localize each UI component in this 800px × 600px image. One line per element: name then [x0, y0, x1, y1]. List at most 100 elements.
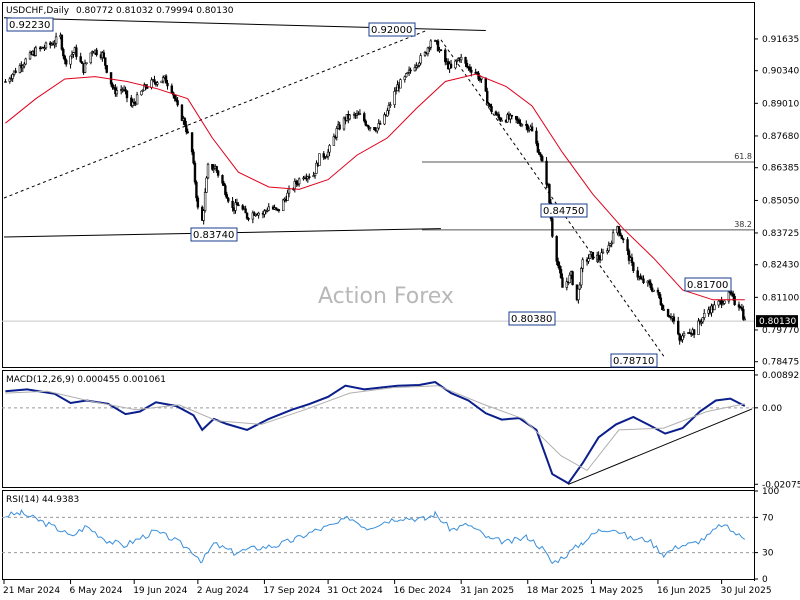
- price-annotation-label: 0.78710: [613, 356, 654, 367]
- candle-body: [308, 176, 311, 178]
- candle-body: [54, 36, 58, 44]
- candle: [499, 116, 502, 123]
- candle: [95, 47, 98, 57]
- candle: [140, 90, 143, 96]
- candle: [571, 270, 574, 286]
- candle: [89, 52, 93, 65]
- candle-body: [610, 242, 613, 245]
- candle-body: [703, 313, 706, 318]
- candle: [131, 98, 134, 108]
- candle: [639, 273, 642, 280]
- candle-body: [8, 78, 11, 82]
- candle: [245, 212, 249, 220]
- candle: [176, 96, 179, 107]
- candle-body: [538, 151, 541, 155]
- candle: [295, 179, 298, 188]
- x-tick-label: 18 Mar 2025: [527, 586, 584, 596]
- candle-body: [161, 77, 165, 82]
- candle-body: [72, 52, 75, 55]
- candle: [286, 189, 289, 201]
- candle: [577, 288, 580, 304]
- price-panel-frame: [2, 2, 755, 368]
- candle: [160, 80, 163, 84]
- candle: [8, 76, 11, 84]
- candle: [555, 235, 558, 266]
- candle: [195, 180, 198, 202]
- candle: [193, 160, 197, 185]
- candle: [399, 78, 402, 89]
- axes: 0.91635 0.90340 0.89010 0.87680 0.86385 0.850…: [3, 35, 800, 596]
- candle: [196, 195, 200, 210]
- candle: [325, 154, 328, 158]
- candle-body: [115, 90, 119, 95]
- candle-body: [23, 63, 26, 67]
- candle: [713, 300, 716, 311]
- candle: [541, 154, 544, 162]
- candle-body: [606, 250, 609, 253]
- candle-body: [688, 332, 691, 334]
- candle: [386, 107, 389, 117]
- candle-body: [312, 175, 315, 178]
- candle: [545, 157, 548, 189]
- candle-body: [387, 105, 391, 111]
- fib-label-61.8: 61.8: [734, 152, 752, 161]
- candle: [373, 126, 376, 131]
- candle-body: [692, 329, 696, 335]
- candle-body: [601, 251, 605, 254]
- candle-body: [419, 55, 422, 64]
- macd-series-macd: [5, 380, 746, 485]
- candle: [277, 209, 281, 213]
- candle-body: [713, 304, 716, 311]
- macd-tick-label: -0.020759: [762, 480, 800, 490]
- candle-body: [378, 123, 382, 125]
- candle: [535, 127, 538, 147]
- candle: [730, 290, 733, 297]
- candle: [444, 48, 447, 66]
- candle: [186, 128, 189, 134]
- candle: [606, 248, 609, 255]
- candle-body: [63, 55, 66, 61]
- candle: [650, 283, 654, 293]
- candle: [405, 73, 408, 78]
- rsi-tick-label: 100: [762, 487, 779, 497]
- candle: [406, 71, 409, 75]
- candle-body: [477, 72, 480, 80]
- candle: [153, 75, 156, 85]
- last-price-label: 0.80130: [759, 317, 796, 327]
- candle: [364, 119, 367, 127]
- candle-body: [729, 291, 732, 294]
- candle: [231, 196, 234, 212]
- candle: [455, 58, 459, 65]
- candle: [688, 328, 691, 334]
- price-annotation-label: 0.80380: [511, 314, 552, 325]
- x-tick-label: 31 Jan 2025: [460, 586, 514, 596]
- candle: [135, 91, 139, 105]
- candle-body: [231, 200, 234, 208]
- candle-body: [551, 218, 554, 237]
- candle-body: [244, 208, 247, 214]
- candle-body: [185, 124, 188, 133]
- candle-body: [548, 184, 551, 204]
- candle-body: [373, 127, 376, 131]
- candle-body: [83, 63, 87, 73]
- candle-body: [89, 52, 93, 64]
- candle: [206, 162, 210, 180]
- x-tick-label: 30 Jul 2025: [721, 586, 772, 596]
- candle-body: [403, 76, 406, 80]
- candle: [561, 273, 564, 288]
- candle: [591, 251, 595, 260]
- candle-body: [656, 289, 660, 293]
- candle: [387, 102, 391, 115]
- macd-plot: [2, 380, 754, 485]
- price-tick-label: 0.87680: [762, 132, 799, 142]
- candle: [365, 124, 369, 127]
- x-tick-label: 16 Jun 2025: [657, 586, 711, 596]
- candle: [241, 203, 244, 211]
- candle: [609, 243, 612, 248]
- candle: [490, 103, 493, 115]
- candle: [342, 116, 346, 131]
- candle-body: [678, 333, 681, 341]
- candle-body: [600, 252, 603, 261]
